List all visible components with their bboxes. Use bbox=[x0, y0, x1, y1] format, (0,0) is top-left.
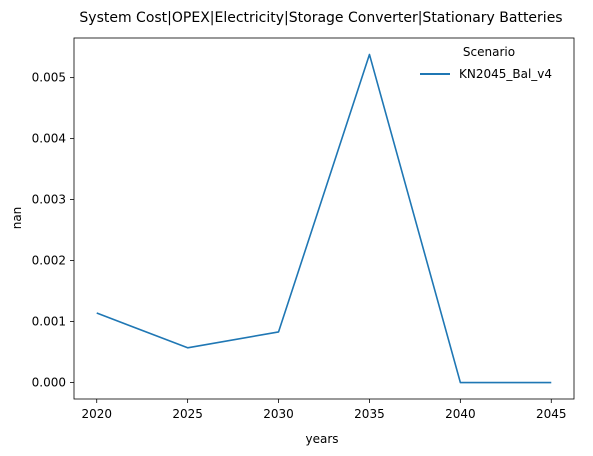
x-tick-label: 2030 bbox=[263, 407, 294, 421]
y-tick-label: 0.005 bbox=[32, 71, 66, 85]
x-tick-label: 2040 bbox=[445, 407, 476, 421]
legend: Scenario KN2045_Bal_v4 bbox=[420, 45, 552, 81]
y-axis: 0.000 0.001 0.002 0.003 0.004 0.005 bbox=[32, 71, 74, 390]
y-tick-label: 0.001 bbox=[32, 315, 66, 329]
legend-label: KN2045_Bal_v4 bbox=[459, 67, 552, 81]
chart-title: System Cost|OPEX|Electricity|Storage Con… bbox=[79, 10, 562, 26]
x-tick-label: 2020 bbox=[81, 407, 112, 421]
x-axis: 2020 2025 2030 2035 2040 2045 bbox=[81, 399, 567, 421]
y-tick-label: 0.004 bbox=[32, 132, 66, 146]
x-axis-label: years bbox=[305, 432, 338, 446]
plot-area bbox=[73, 37, 575, 400]
x-tick-label: 2025 bbox=[172, 407, 203, 421]
series-layer bbox=[96, 53, 552, 384]
y-axis-label: nan bbox=[10, 207, 24, 230]
y-tick-label: 0.002 bbox=[32, 254, 66, 268]
legend-title: Scenario bbox=[463, 45, 515, 59]
x-tick-label: 2045 bbox=[536, 407, 567, 421]
y-tick-label: 0.000 bbox=[32, 376, 66, 390]
x-tick-label: 2035 bbox=[354, 407, 385, 421]
y-tick-label: 0.003 bbox=[32, 193, 66, 207]
series-line bbox=[96, 53, 552, 384]
